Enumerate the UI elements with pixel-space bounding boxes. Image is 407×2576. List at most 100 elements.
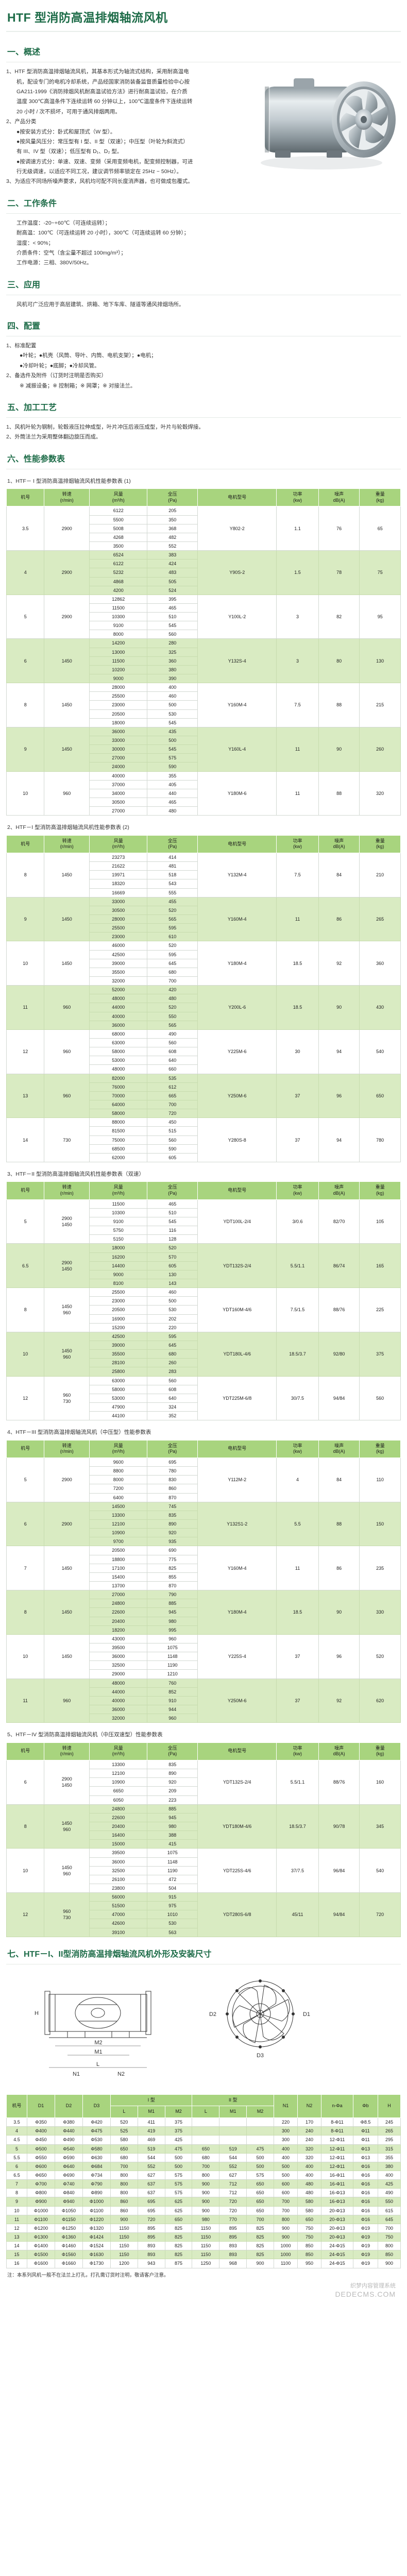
cell-airflow: 9700 [89, 1537, 148, 1547]
cell-pressure: 608 [147, 1384, 198, 1394]
cell-power: 11 [276, 771, 319, 816]
dim-cell-d2: Φ1050 [55, 2206, 83, 2215]
perf-col-no: 机号 [6, 835, 45, 854]
cell-airflow: 35500 [89, 967, 148, 977]
table-row: 5 2900 1450 11500 465 YDT100L-2/4 3/0.6 82/70 10… [6, 1199, 401, 1244]
cell-airflow: 39100 [89, 1927, 148, 1937]
cell-pressure: 1148 [147, 1857, 198, 1867]
cell-pressure: 870 [147, 1581, 198, 1591]
dim-cell-l1: 800 [110, 2170, 138, 2180]
table-row: 70000 665 [7, 1091, 401, 1100]
dim-cell-d2: Φ1460 [55, 2241, 83, 2251]
cell-airflow: 13300 [89, 1510, 148, 1520]
cell-pressure: 608 [147, 1047, 198, 1057]
cell-airflow: 48000 [89, 1064, 148, 1074]
cell-pressure: 560 [147, 630, 198, 639]
cell-power: 18.5 [276, 941, 319, 986]
cell-noise: 86 [318, 1546, 360, 1591]
perf-col-pressure: 全压 (Pa) [147, 835, 198, 854]
cell-pressure: 400 [147, 683, 198, 692]
cell-power: 4 [276, 1457, 319, 1502]
cell-weight: 360 [359, 941, 401, 986]
cell-pressure: 695 [147, 1457, 198, 1467]
cell-noise: 78 [318, 550, 360, 595]
dim-cell-m12: 712 [219, 2188, 247, 2198]
cell-airflow: 9600 [89, 1457, 148, 1467]
dim-cell-na: 12-Φ11 [321, 2161, 353, 2171]
table-row: 63000 560 [7, 1038, 401, 1048]
cell-pressure: 395 [147, 594, 198, 604]
cell-motor-model: Y132S1-2 [197, 1501, 277, 1547]
table-row: 10900 920 [7, 1528, 401, 1538]
section-heading-configuration: 四、配置 [7, 322, 41, 331]
cell-motor-model: Y180M-4 [197, 941, 277, 986]
cell-airflow: 19971 [89, 870, 148, 880]
cell-power: 18.5/3.7 [276, 1804, 319, 1849]
dim-cell-d2: Φ840 [55, 2188, 83, 2198]
overview-line: 3、为适应不同场所噪声要求，风机均可配不同长度消声器，也可做成包覆式。 [6, 178, 193, 185]
table-row: 9 1450 36000 435 Y160L-4 11 90 260 [6, 726, 401, 772]
cell-pressure: 870 [147, 1493, 198, 1502]
cell-motor-model: YDT225S-4/6 [197, 1848, 277, 1893]
cell-noise: 90 [318, 1590, 360, 1635]
table-row: 9 1450 33000 455 Y160M-4 11 86 265 [6, 896, 401, 942]
dim-cell-n2: 850 [297, 2241, 321, 2251]
table-row: 5 2900 9600 695 Y112M-2 4 84 110 [6, 1457, 401, 1502]
cell-pressure: 465 [147, 1199, 198, 1209]
cell-airflow: 82000 [89, 1073, 148, 1083]
table-row: 8100 143 [7, 1278, 401, 1289]
cell-pressure: 555 [147, 888, 198, 897]
dim-cell-m21: 575 [164, 2179, 193, 2189]
cell-noise: 86 [318, 896, 360, 942]
dim-cell-m11: 544 [137, 2153, 165, 2162]
cell-pressure: 550 [147, 1011, 198, 1021]
cell-pressure: 465 [147, 798, 198, 807]
cell-pressure: 665 [147, 1091, 198, 1100]
dim-cell-phib: Φ16 [353, 2188, 378, 2198]
cell-pressure: 560 [147, 1135, 198, 1145]
cell-weight: 720 [359, 1892, 401, 1937]
dim-cell-m12: 893 [219, 2241, 247, 2251]
cell-noise: 90/78 [318, 1804, 360, 1849]
cell-pressure: 1075 [147, 1642, 198, 1653]
table-row: 19971 518 [7, 870, 401, 880]
cell-airflow: 10900 [89, 1528, 148, 1538]
section-heading-application: 三、应用 [7, 280, 41, 290]
cell-pressure: 481 [147, 861, 198, 871]
cell-pressure: 350 [147, 515, 198, 524]
dim-cell-h: 750 [378, 2232, 401, 2242]
dim-cell-m11: 895 [137, 2223, 165, 2233]
section-heading-performance: 六、性能参数表 [7, 454, 65, 464]
cell-airflow: 40000 [89, 771, 148, 781]
table-row: 26100 472 [7, 1874, 401, 1884]
dim-cell-n1: 900 [274, 2232, 298, 2242]
cell-pressure: 535 [147, 1073, 198, 1083]
configuration-line: ●叶轮；●机壳（风筒、导叶、内筒、电机支架）；●电机； [20, 352, 157, 359]
cell-airflow: 20400 [89, 1616, 148, 1626]
cell-weight: 160 [359, 1759, 401, 1805]
cell-weight: 225 [359, 1287, 401, 1332]
dim-cell-n1: 300 [274, 2126, 298, 2136]
dim-cell-n1: 400 [274, 2144, 298, 2154]
cell-airflow: 75000 [89, 1135, 148, 1145]
cell-machine-no: 9 [6, 726, 45, 772]
cell-airflow: 10300 [89, 1208, 148, 1218]
performance-table: 机号 转速 (r/min) 风量 (m³/h) 全压 (Pa) 电机型号 功率 (kw) 噪声 dB(… [6, 488, 401, 816]
cell-power: 5.5/1.1 [276, 1243, 319, 1289]
perf-col-rpm: 转速 (r/min) [44, 1181, 90, 1200]
cell-pressure: 483 [147, 568, 198, 578]
dim-cell-no: 10 [6, 2206, 27, 2215]
dim-cell-phib: Φ16 [353, 2197, 378, 2207]
cell-power: 18.5 [276, 1590, 319, 1635]
cell-weight: 260 [359, 726, 401, 772]
dim-cell-m12: 893 [219, 2250, 247, 2260]
cell-motor-model: YDT180M-4/6 [197, 1804, 277, 1849]
cell-pressure: 560 [147, 1376, 198, 1385]
performance-table-caption: 5、HTF－IV 型消防高温排烟轴流风机（中压双速型）性能参数表 [7, 1732, 163, 1738]
table-row: 53000 640 [7, 1056, 401, 1065]
cell-pressure: 835 [147, 1759, 198, 1770]
cell-airflow: 14400 [89, 1261, 148, 1270]
cell-pressure: 543 [147, 879, 198, 889]
dim-cell-no: 5 [6, 2144, 27, 2154]
dim-cell-m21: 825 [164, 2241, 193, 2251]
